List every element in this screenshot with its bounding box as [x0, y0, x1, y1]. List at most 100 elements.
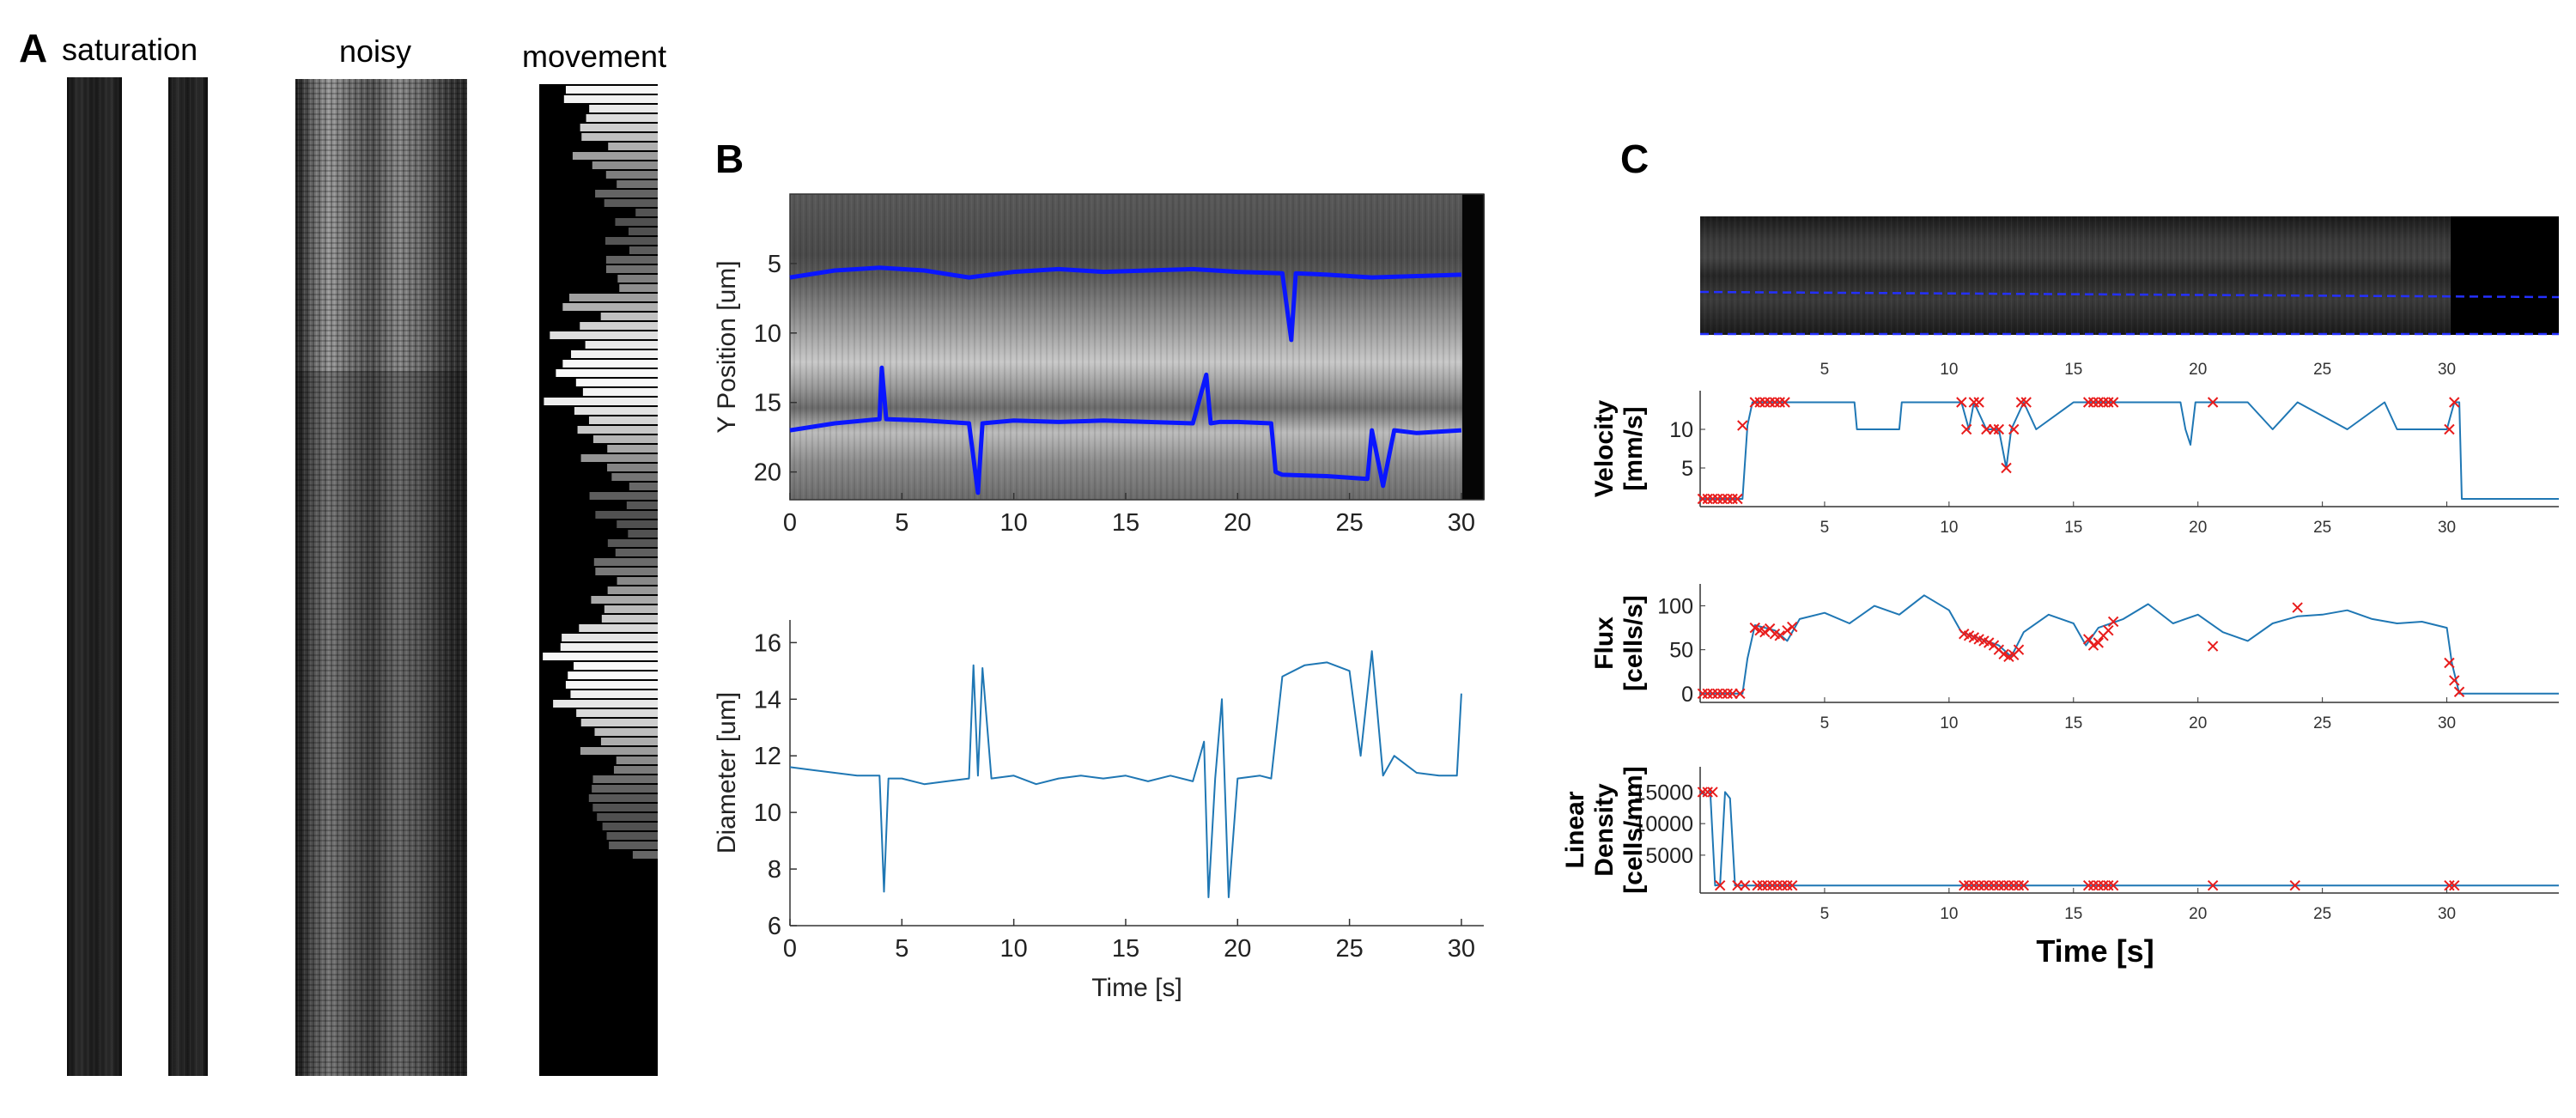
C-density-outlier-marker	[1988, 879, 2000, 891]
b-bottom-y-tick-label: 8	[768, 856, 781, 884]
movement-blob	[579, 624, 658, 632]
movement-blob	[629, 483, 658, 490]
movement-blob	[560, 643, 658, 651]
C-velocity-outlier-marker	[1749, 397, 1760, 408]
movement-blob	[593, 558, 658, 566]
b-bottom-x-tick-label: 25	[1335, 935, 1363, 963]
movement-blob	[574, 662, 658, 670]
c-flux-plot: 5 10 15 20 25 30 0 50 100 Flux [cells/s]	[1590, 584, 2559, 732]
movement-blob	[632, 851, 658, 859]
movement-blob	[604, 199, 658, 207]
C-velocity-outlier-marker	[1707, 493, 1718, 505]
movement-blob	[605, 171, 658, 179]
movement-blob	[580, 124, 658, 131]
movement-blob	[563, 95, 658, 103]
C-flux-y-axis-label: Flux	[1590, 617, 1619, 670]
movement-blob	[585, 341, 658, 349]
c-kymograph-upper-dashed	[1699, 290, 2560, 299]
C-velocity-outlier-marker	[2449, 397, 2460, 408]
C-velocity-outlier-marker	[2008, 423, 2020, 435]
c-kymograph-x-tick-label: 5	[1820, 361, 1830, 379]
C-velocity-y-tick-label: 5	[1681, 457, 1693, 481]
C-velocity-y-axis-label: Velocity	[1590, 399, 1619, 497]
movement-blob	[608, 143, 658, 150]
b-top-x-tick-label: 10	[1000, 509, 1028, 537]
C-density-x-tick-label: 10	[1940, 905, 1958, 923]
movement-blob	[580, 454, 658, 462]
C-density-outlier-marker	[1752, 879, 1763, 891]
C-velocity-outlier-marker	[1759, 397, 1771, 408]
C-density-outlier-marker	[2013, 879, 2025, 891]
C-density-outlier-marker	[2449, 879, 2460, 891]
C-flux-x-tick-label: 25	[2313, 714, 2331, 732]
b-top-x-tick-label: 15	[1112, 509, 1139, 537]
noisy-noise	[295, 79, 467, 1076]
c-kymograph-x-tick-label: 25	[2313, 361, 2331, 379]
b-top-x-tick-label: 30	[1448, 509, 1475, 537]
movement-blob	[628, 228, 658, 235]
movement-blob	[556, 369, 658, 377]
C-velocity-outlier-marker	[1702, 493, 1713, 505]
C-density-outlier-marker	[2103, 879, 2114, 891]
C-density-y-axis-label: [cells/mm]	[1619, 766, 1648, 893]
b-kymograph-texture	[790, 194, 1465, 500]
C-velocity-outlier-marker	[1993, 423, 2005, 435]
panel-a-letter: A	[19, 26, 47, 70]
C-velocity-outlier-marker	[2001, 462, 2012, 474]
movement-blob	[562, 634, 658, 641]
C-density-outlier-marker	[1714, 879, 1726, 891]
C-flux-outlier-marker	[1749, 622, 1760, 634]
C-velocity-outlier-marker	[2087, 397, 2099, 408]
movement-blob	[580, 747, 658, 755]
C-density-outlier-marker	[2082, 879, 2094, 891]
movement-blob	[617, 275, 658, 283]
C-flux-outlier-marker	[2453, 686, 2465, 697]
C-density-outlier-marker	[2207, 879, 2219, 891]
b-top-y-axis-label: Y Position [um]	[713, 260, 741, 433]
movement-blob	[616, 756, 658, 764]
b-top-axes: 0 5 10 15 20 25 30 5 10 15 20 Y Position [um]	[713, 251, 1475, 537]
C-density-outlier-marker	[1963, 879, 1975, 891]
C-flux-outlier-marker	[1774, 630, 1785, 641]
C-density-outlier-marker	[1762, 879, 1773, 891]
C-velocity-outlier-marker	[2107, 397, 2119, 408]
b-bottom-y-tick-label: 14	[754, 686, 781, 714]
movement-blob	[605, 256, 658, 264]
C-density-x-tick-label: 25	[2313, 905, 2331, 923]
saturation-title: saturation	[62, 32, 197, 67]
C-density-outlier-marker	[1782, 879, 1793, 891]
C-flux-x-tick-label: 30	[2438, 714, 2456, 732]
movement-blob	[592, 161, 658, 169]
movement-blob	[550, 331, 658, 339]
C-velocity-outlier-marker	[1764, 397, 1776, 408]
movement-blob	[562, 360, 658, 368]
movement-blob	[576, 709, 658, 717]
c-kymograph-x-tick-label: 30	[2438, 361, 2456, 379]
movement-blob	[606, 832, 658, 840]
b-top-edge-lines	[789, 265, 1462, 495]
movement-blob	[605, 265, 658, 273]
b-bottom-x-tick-label: 30	[1448, 935, 1475, 963]
C-velocity-outlier-marker	[1774, 397, 1785, 408]
C-velocity-y-tick-label: 10	[1669, 418, 1693, 442]
b-bottom-x-tick-label: 15	[1112, 935, 1139, 963]
C-flux-outlier-marker	[1782, 624, 1793, 636]
C-flux-y-tick-label: 100	[1657, 595, 1693, 619]
b-bottom-x-axis-label: Time [s]	[1091, 974, 1182, 1002]
movement-blob	[601, 615, 658, 623]
movement-blob	[581, 133, 658, 141]
C-flux-x-tick-label: 10	[1940, 714, 1958, 732]
b-top-x-tick-label: 20	[1224, 509, 1251, 537]
panel-b-letter: B	[715, 137, 744, 181]
C-flux-outlier-marker	[1722, 688, 1734, 699]
movement-blob	[628, 530, 658, 538]
movement-blob	[615, 218, 658, 226]
C-velocity-outlier-marker	[1712, 493, 1723, 505]
b-bottom-y-tick-label: 16	[754, 629, 781, 657]
C-density-outlier-marker	[1787, 879, 1798, 891]
C-velocity-outlier-marker	[2082, 397, 2094, 408]
C-density-outlier-marker	[2003, 879, 2014, 891]
C-density-x-axis-label: Time [s]	[2036, 933, 2154, 969]
movement-blob	[613, 766, 658, 774]
b-top-x-tick-label: 0	[783, 509, 797, 537]
